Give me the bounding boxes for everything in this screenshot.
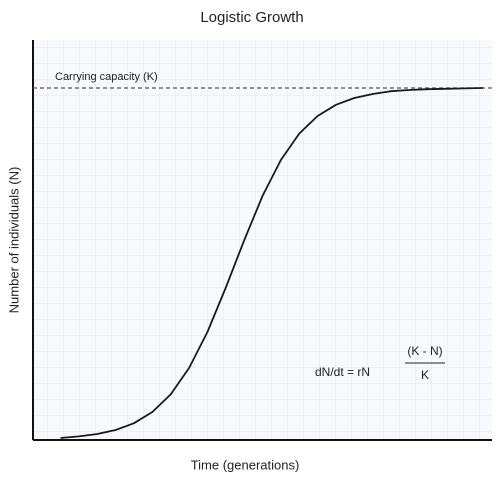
carrying-capacity-label: Carrying capacity (K) xyxy=(55,71,158,83)
plot-background xyxy=(33,40,492,440)
x-axis-label: Time (generations) xyxy=(191,457,300,472)
y-axis-label: Number of individuals (N) xyxy=(6,167,21,314)
chart-title: Logistic Growth xyxy=(200,9,303,26)
equation-left: dN/dt = rN xyxy=(315,365,370,379)
growth-curve xyxy=(60,87,483,439)
equation-denominator: K xyxy=(421,368,429,382)
equation-numerator: (K - N) xyxy=(407,344,442,358)
